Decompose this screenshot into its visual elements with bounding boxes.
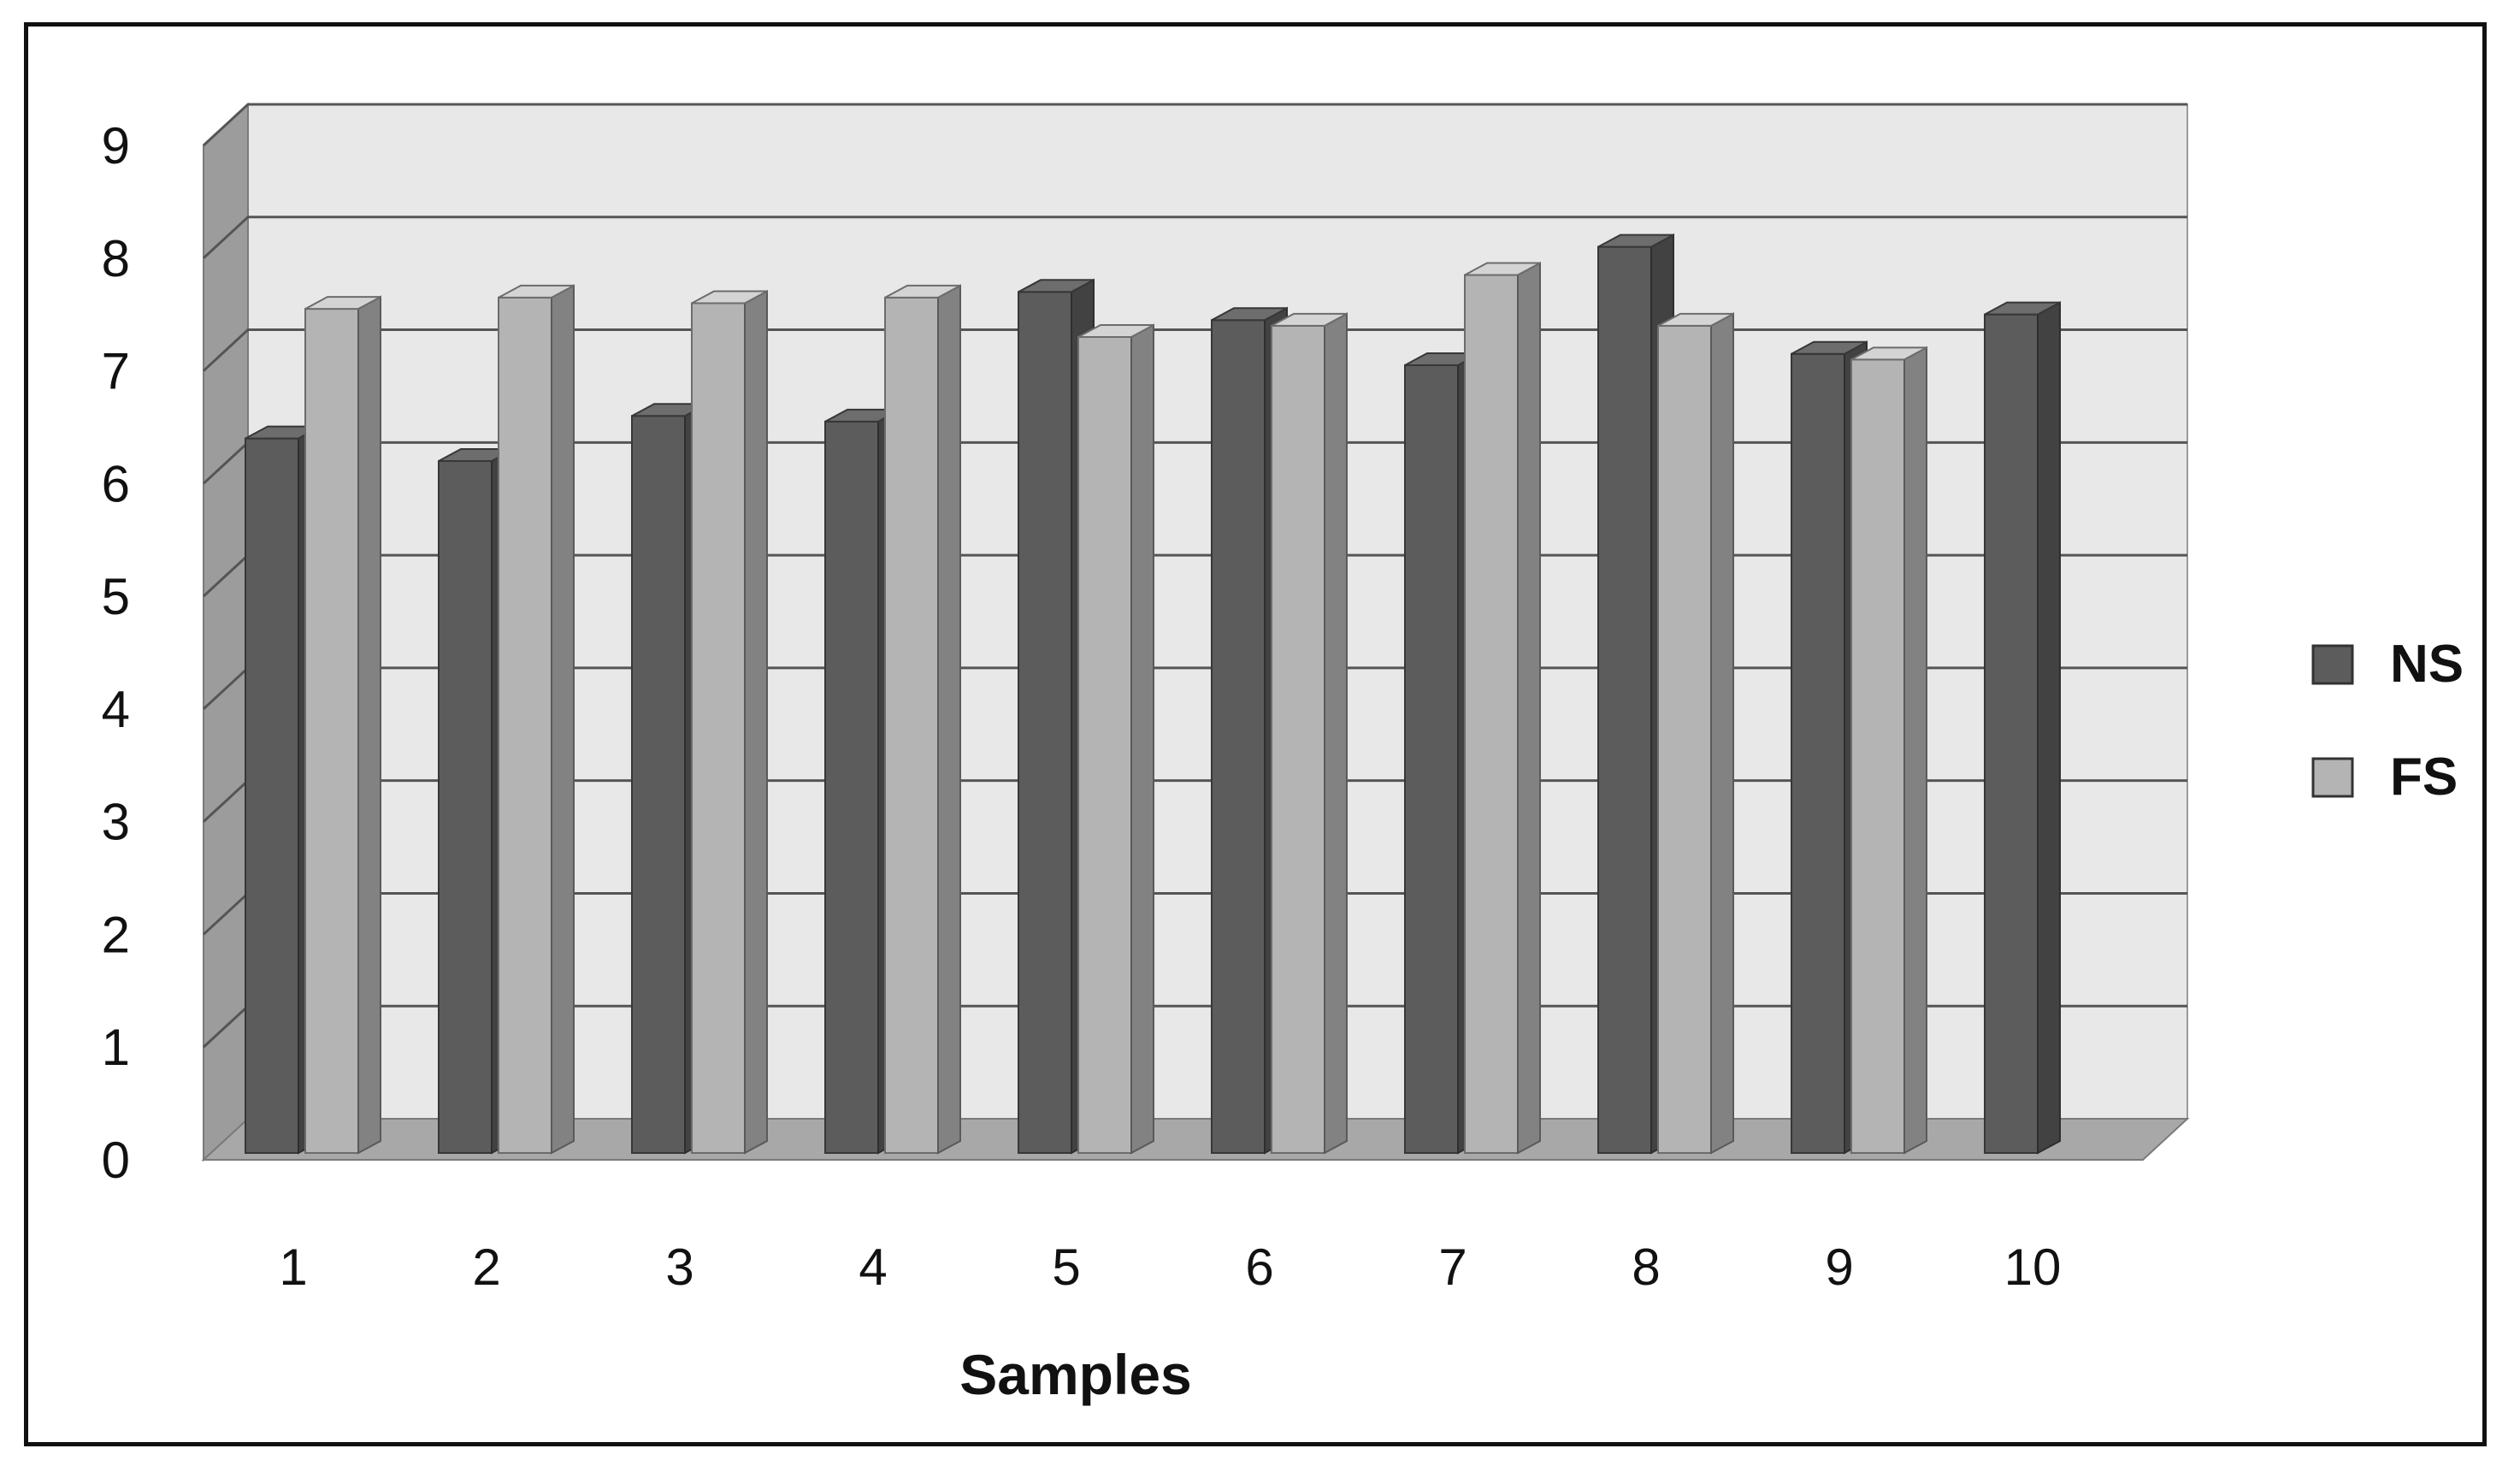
y-tick-label: 4	[102, 681, 130, 738]
y-tick-label: 7	[102, 343, 130, 400]
legend-swatch-ns	[2311, 644, 2354, 685]
x-tick-label: 1	[279, 1239, 307, 1296]
x-tick-label: 10	[2004, 1239, 2062, 1296]
x-tick-label: 9	[1825, 1239, 1853, 1296]
bar-ns-10	[1984, 300, 2061, 1155]
y-tick-label: 5	[102, 568, 130, 625]
y-tick-label: 1	[102, 1019, 130, 1076]
gridline	[202, 103, 2187, 147]
bar-fs-7	[1464, 261, 1541, 1155]
side-wall	[203, 102, 249, 1162]
bar-fs-8	[1657, 312, 1734, 1155]
x-tick-label: 3	[665, 1239, 693, 1296]
y-tick-label: 6	[102, 455, 130, 512]
y-tick-label: 2	[102, 906, 130, 963]
bar-fs-4	[884, 284, 961, 1155]
y-tick-label: 9	[102, 117, 130, 174]
x-tick-label: 8	[1632, 1239, 1660, 1296]
bar-fs-3	[691, 289, 768, 1155]
y-tick-label: 8	[102, 230, 130, 287]
bar-fs-6	[1271, 312, 1348, 1155]
y-tick-labels: 0 1 2 3 4 5 6 7 8 9	[102, 117, 130, 1189]
y-tick-label: 0	[102, 1132, 130, 1189]
bar-fs-9	[1850, 346, 1927, 1155]
bars	[245, 233, 2061, 1155]
x-tick-label: 2	[472, 1239, 500, 1296]
gridline	[202, 216, 2187, 259]
legend: NS FS	[2311, 635, 2464, 807]
x-tick-label: 5	[1052, 1239, 1080, 1296]
x-tick-label: 7	[1438, 1239, 1467, 1296]
legend-swatch-fs	[2311, 757, 2354, 798]
bar-fs-1	[304, 295, 381, 1155]
x-tick-labels: 1 2 3 4 5 6 7 8 9 10	[279, 1239, 2061, 1296]
y-tick-label: 3	[102, 794, 130, 851]
x-axis-title: Samples	[959, 1343, 1191, 1406]
x-tick-label: 4	[859, 1239, 887, 1296]
legend-label-ns: NS	[2390, 635, 2464, 694]
bar-fs-5	[1077, 323, 1154, 1155]
bar-fs-2	[498, 284, 575, 1155]
legend-label-fs: FS	[2390, 748, 2458, 807]
x-tick-label: 6	[1245, 1239, 1273, 1296]
